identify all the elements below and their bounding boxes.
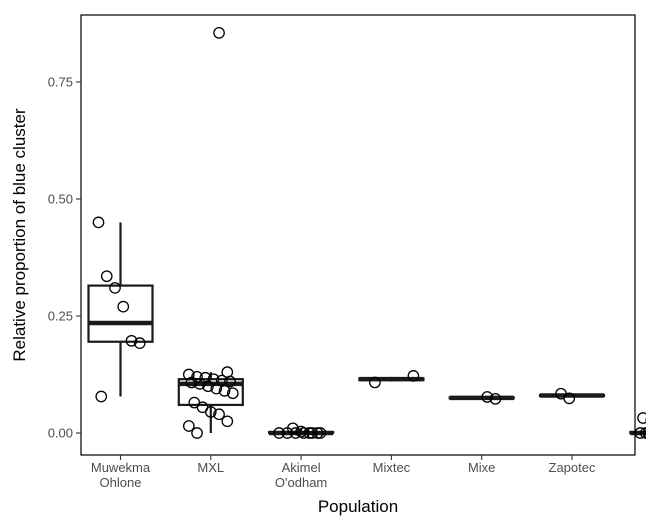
data-point bbox=[281, 427, 294, 439]
data-point bbox=[100, 270, 113, 283]
data-point bbox=[202, 380, 214, 393]
data-point bbox=[273, 427, 285, 439]
x-tick-label-line: Ohlone bbox=[100, 475, 142, 490]
data-point bbox=[314, 427, 327, 439]
y-tick-label: 0.50 bbox=[48, 192, 73, 207]
data-point bbox=[117, 300, 130, 313]
box-iqr bbox=[87, 284, 154, 343]
x-axis: Muwekma Ohlone MXL Akimel O'odham Mixtec Mixe Z… bbox=[91, 455, 596, 490]
data-point bbox=[95, 390, 108, 403]
x-tick-label: MXL bbox=[197, 460, 224, 475]
data-point bbox=[133, 337, 146, 349]
data-point bbox=[92, 216, 105, 229]
data-point bbox=[489, 392, 502, 405]
x-tick-label: Mixtec bbox=[373, 460, 411, 475]
x-tick-label-line: MXL bbox=[197, 460, 224, 475]
x-tick-label-line: Muwekma bbox=[91, 460, 151, 475]
data-point bbox=[182, 420, 195, 432]
data-point bbox=[306, 427, 318, 439]
points-layer bbox=[92, 27, 646, 439]
data-point bbox=[185, 376, 198, 389]
data-point bbox=[637, 412, 646, 424]
data-point bbox=[226, 387, 239, 400]
data-point bbox=[213, 27, 225, 39]
x-axis-title: Population bbox=[318, 497, 398, 516]
data-point bbox=[407, 370, 420, 382]
y-axis: 0.00 0.25 0.50 0.75 bbox=[48, 75, 81, 441]
data-point bbox=[213, 408, 225, 421]
data-point bbox=[563, 392, 576, 405]
y-axis-title: Relative proportion of blue cluster bbox=[10, 108, 29, 362]
data-point bbox=[125, 334, 138, 347]
data-point bbox=[224, 375, 236, 388]
data-point bbox=[210, 382, 223, 395]
x-tick-label: Zapotec bbox=[549, 460, 596, 475]
x-tick-label: Akimel O'odham bbox=[275, 460, 327, 490]
x-tick-label-line: Zapotec bbox=[549, 460, 596, 475]
boxes-layer bbox=[87, 222, 646, 436]
data-point bbox=[311, 427, 324, 439]
x-tick-label: Muwekma Ohlone bbox=[91, 460, 151, 490]
data-point bbox=[221, 415, 234, 428]
data-point bbox=[193, 378, 206, 390]
x-tick-label-line: Mixtec bbox=[373, 460, 411, 475]
y-tick-label: 0.00 bbox=[48, 426, 73, 441]
x-tick-label-line: Mixe bbox=[468, 460, 495, 475]
data-point bbox=[182, 368, 195, 381]
x-tick-label: Mixe bbox=[468, 460, 495, 475]
data-point bbox=[109, 282, 121, 294]
y-tick-label: 0.75 bbox=[48, 75, 73, 90]
data-point bbox=[218, 385, 231, 397]
data-point bbox=[289, 427, 302, 439]
data-point bbox=[191, 427, 203, 439]
y-tick-label: 0.25 bbox=[48, 309, 73, 324]
x-tick-label-line: O'odham bbox=[275, 475, 327, 490]
data-point bbox=[481, 391, 494, 403]
data-point bbox=[642, 427, 646, 439]
plot-panel bbox=[80, 14, 636, 456]
data-point bbox=[369, 376, 381, 389]
data-point bbox=[204, 406, 217, 418]
x-tick-label-line: Akimel bbox=[282, 460, 321, 475]
data-point bbox=[297, 427, 310, 439]
